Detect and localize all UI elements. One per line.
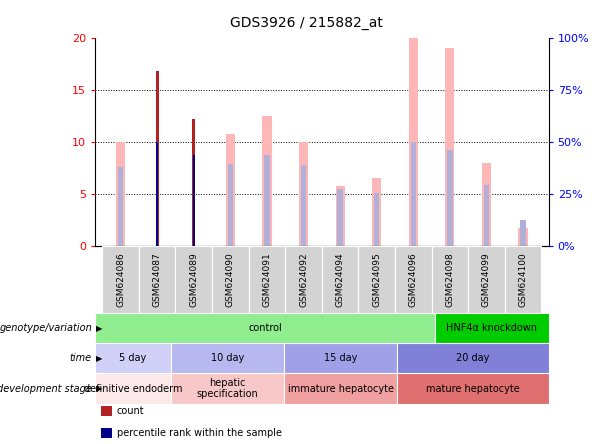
Text: GSM624087: GSM624087: [153, 252, 162, 307]
Bar: [397, 373, 549, 404]
Bar: [175, 246, 212, 313]
Bar: [95, 373, 170, 404]
Text: 15 day: 15 day: [324, 353, 357, 363]
Text: ▶: ▶: [96, 324, 103, 333]
Bar: [359, 246, 395, 313]
Bar: [170, 373, 284, 404]
Text: development stage: development stage: [0, 384, 92, 393]
Text: percentile rank within the sample: percentile rank within the sample: [117, 428, 282, 438]
Bar: [482, 163, 491, 246]
Bar: [299, 142, 308, 246]
Text: control: control: [248, 323, 282, 333]
Bar: [395, 246, 432, 313]
Bar: [447, 151, 452, 246]
Bar: [192, 119, 196, 246]
Text: mature hepatocyte: mature hepatocyte: [426, 384, 520, 393]
Text: definitive endoderm: definitive endoderm: [83, 384, 182, 393]
Bar: [170, 343, 284, 373]
Bar: [520, 220, 526, 246]
Text: GSM624086: GSM624086: [116, 252, 125, 307]
Bar: [372, 178, 381, 246]
Text: 5 day: 5 day: [119, 353, 147, 363]
Text: 10 day: 10 day: [211, 353, 244, 363]
Bar: [95, 313, 435, 343]
Bar: [504, 246, 541, 313]
Text: GSM624091: GSM624091: [262, 252, 272, 307]
Bar: [249, 246, 285, 313]
Text: GSM624090: GSM624090: [226, 252, 235, 307]
Bar: [226, 134, 235, 246]
Text: count: count: [117, 406, 145, 416]
Bar: [411, 142, 416, 246]
Bar: [285, 246, 322, 313]
Bar: [139, 246, 175, 313]
Text: GSM624092: GSM624092: [299, 252, 308, 307]
Bar: [374, 193, 379, 246]
Text: GSM624089: GSM624089: [189, 252, 198, 307]
Bar: [435, 313, 549, 343]
Bar: [445, 48, 454, 246]
Bar: [212, 246, 249, 313]
Bar: [284, 343, 397, 373]
Text: GSM624096: GSM624096: [409, 252, 418, 307]
Text: GSM624098: GSM624098: [446, 252, 454, 307]
Bar: [432, 246, 468, 313]
Text: ▶: ▶: [96, 354, 103, 363]
Bar: [322, 246, 359, 313]
Text: time: time: [70, 353, 92, 363]
Bar: [116, 142, 125, 246]
Bar: [227, 164, 233, 246]
Bar: [284, 373, 397, 404]
Bar: [156, 142, 158, 246]
Bar: [519, 228, 528, 246]
Text: hepatic
specification: hepatic specification: [196, 378, 258, 399]
Bar: [484, 185, 489, 246]
Text: ▶: ▶: [96, 384, 103, 393]
Bar: [468, 246, 504, 313]
Text: GSM624094: GSM624094: [335, 252, 345, 307]
Text: HNF4α knockdown: HNF4α knockdown: [446, 323, 538, 333]
Text: GSM624099: GSM624099: [482, 252, 491, 307]
Bar: [397, 343, 549, 373]
Bar: [102, 246, 139, 313]
Bar: [156, 71, 159, 246]
Bar: [264, 155, 270, 246]
Text: genotype/variation: genotype/variation: [0, 323, 92, 333]
Bar: [335, 186, 345, 246]
Text: GSM624095: GSM624095: [372, 252, 381, 307]
Bar: [409, 38, 418, 246]
Text: immature hepatocyte: immature hepatocyte: [287, 384, 394, 393]
Bar: [118, 167, 123, 246]
Bar: [192, 155, 195, 246]
Text: GDS3926 / 215882_at: GDS3926 / 215882_at: [230, 16, 383, 30]
Bar: [301, 165, 306, 246]
Bar: [262, 116, 272, 246]
Text: GSM624100: GSM624100: [519, 252, 528, 307]
Text: 20 day: 20 day: [456, 353, 490, 363]
Bar: [337, 189, 343, 246]
Bar: [95, 343, 170, 373]
